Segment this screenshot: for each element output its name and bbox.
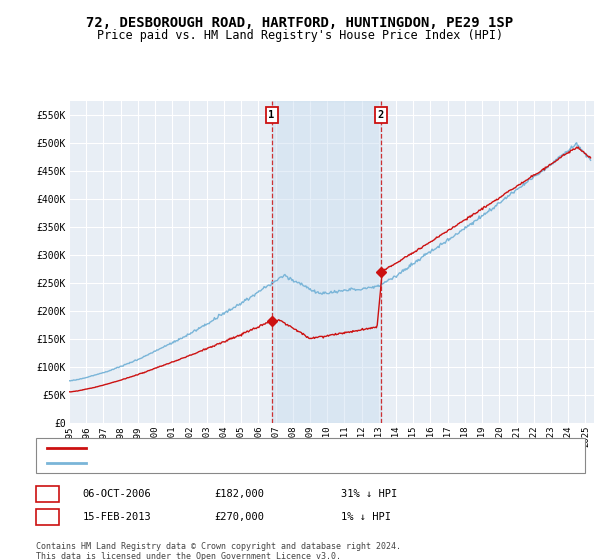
Text: 2: 2 xyxy=(378,110,384,120)
Text: 15-FEB-2013: 15-FEB-2013 xyxy=(83,512,152,522)
Bar xyxy=(272,101,381,423)
Text: 2: 2 xyxy=(44,512,51,522)
Text: £270,000: £270,000 xyxy=(215,512,265,522)
Text: Contains HM Land Registry data © Crown copyright and database right 2024.
This d: Contains HM Land Registry data © Crown c… xyxy=(36,542,401,560)
Text: 72, DESBOROUGH ROAD, HARTFORD, HUNTINGDON, PE29 1SP (detached house): 72, DESBOROUGH ROAD, HARTFORD, HUNTINGDO… xyxy=(93,443,493,453)
Text: 06-OCT-2006: 06-OCT-2006 xyxy=(83,489,152,499)
Text: 31% ↓ HPI: 31% ↓ HPI xyxy=(341,489,397,499)
Text: 1% ↓ HPI: 1% ↓ HPI xyxy=(341,512,391,522)
Text: 1: 1 xyxy=(44,489,51,499)
Text: 1: 1 xyxy=(268,110,275,120)
Text: 72, DESBOROUGH ROAD, HARTFORD, HUNTINGDON, PE29 1SP: 72, DESBOROUGH ROAD, HARTFORD, HUNTINGDO… xyxy=(86,16,514,30)
Text: Price paid vs. HM Land Registry's House Price Index (HPI): Price paid vs. HM Land Registry's House … xyxy=(97,29,503,42)
Text: HPI: Average price, detached house, Huntingdonshire: HPI: Average price, detached house, Hunt… xyxy=(93,458,392,468)
Text: £182,000: £182,000 xyxy=(215,489,265,499)
